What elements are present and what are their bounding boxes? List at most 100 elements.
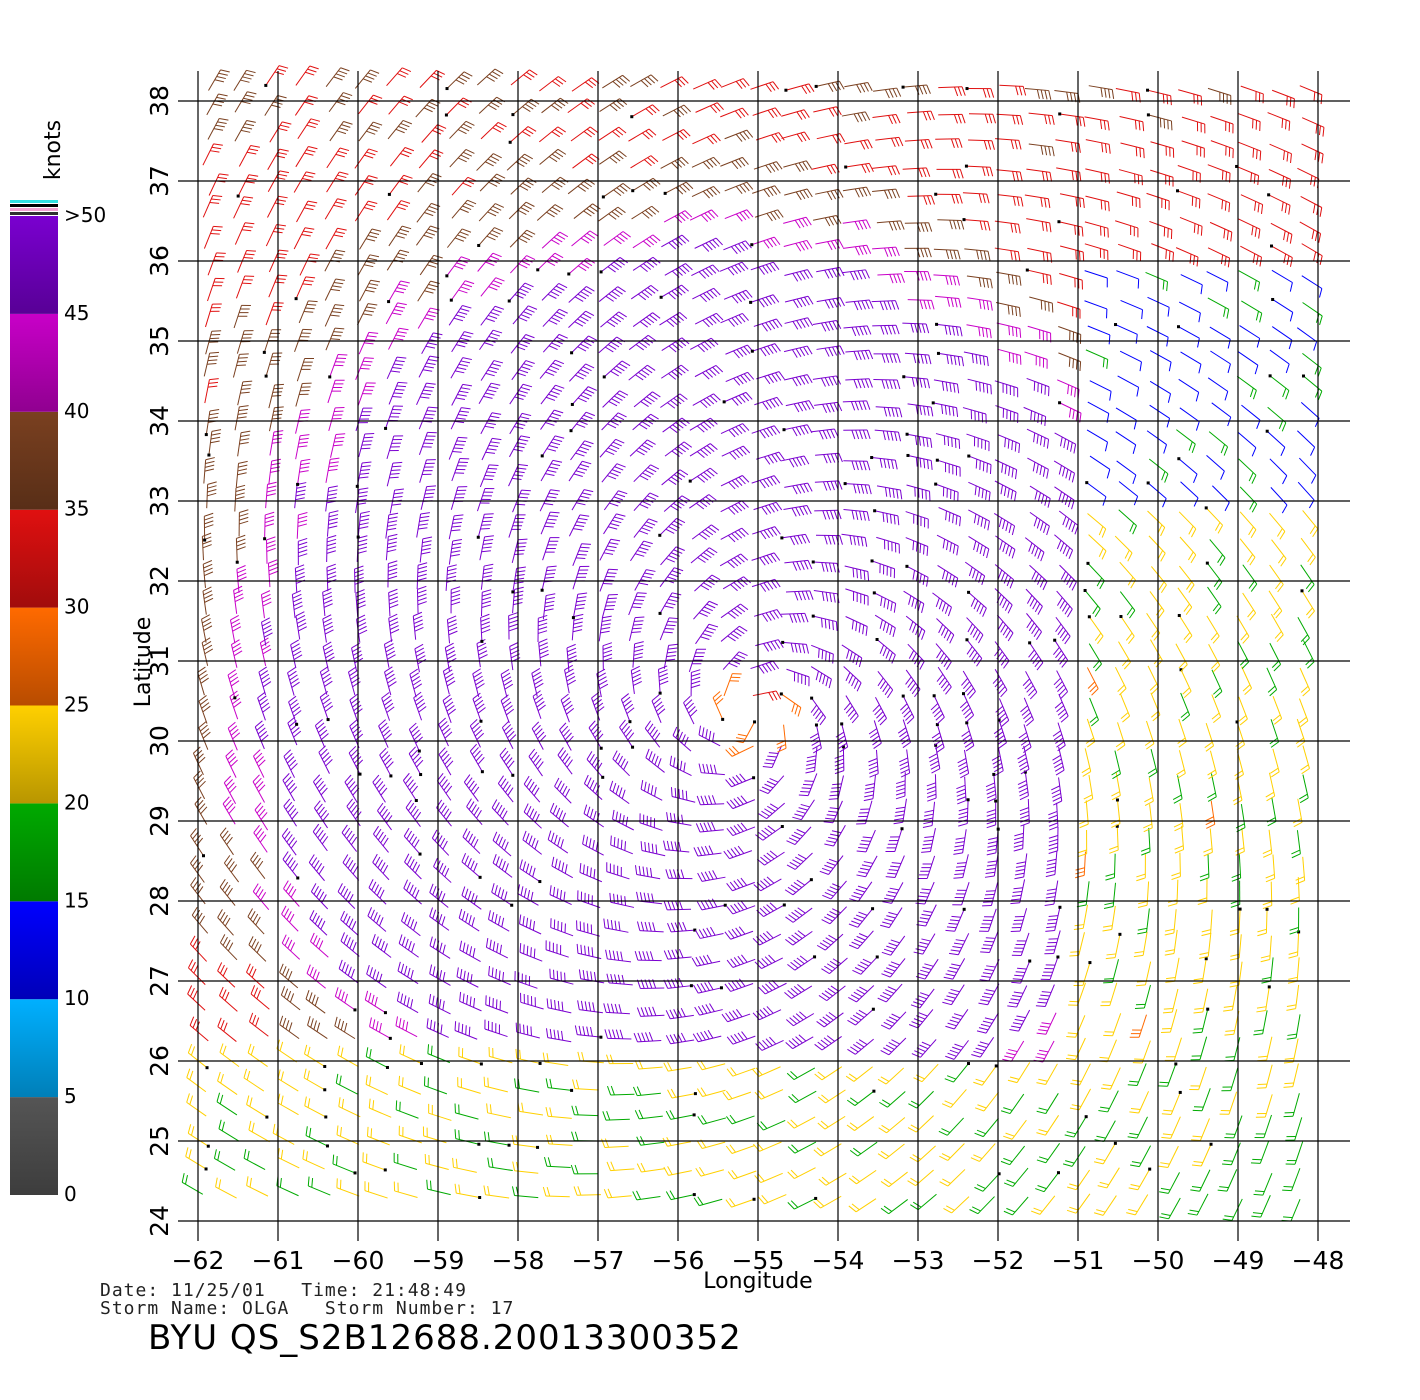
rain-flag-marker xyxy=(936,351,940,355)
wind-barb xyxy=(237,249,256,273)
wind-barb xyxy=(509,412,532,435)
rain-flag-marker xyxy=(235,560,239,564)
rain-flag-marker xyxy=(782,428,786,432)
wind-barb xyxy=(1290,877,1300,905)
wind-barb xyxy=(1025,588,1043,615)
y-tick-label: 38 xyxy=(145,85,174,117)
x-tick-label: −58 xyxy=(492,1246,545,1275)
wind-barb xyxy=(817,1089,846,1104)
wind-barb xyxy=(258,666,272,696)
wind-barb xyxy=(1301,275,1323,298)
wind-barb xyxy=(450,357,472,379)
wind-barb xyxy=(485,937,508,959)
wind-barb xyxy=(903,590,925,613)
wind-barb xyxy=(628,364,656,381)
rain-flag-marker xyxy=(962,218,966,222)
wind-barb xyxy=(856,800,873,825)
wind-barb xyxy=(1132,1040,1151,1064)
wind-barb xyxy=(1120,693,1131,723)
wind-barb xyxy=(1116,191,1141,208)
wind-barb xyxy=(1211,669,1223,699)
wind-barb xyxy=(457,1077,481,1094)
rain-flag-marker xyxy=(964,164,968,168)
wind-barb xyxy=(386,200,411,221)
wind-barb xyxy=(1235,803,1246,833)
wind-barb xyxy=(249,1012,269,1037)
wind-barb xyxy=(1087,401,1110,423)
wind-barb xyxy=(1105,853,1116,881)
rain-flag-marker xyxy=(1265,907,1269,911)
wind-barb xyxy=(845,378,873,389)
wind-barb xyxy=(1088,616,1104,645)
wind-barb xyxy=(549,885,572,906)
wind-barb xyxy=(1297,430,1316,456)
wind-barb xyxy=(279,963,299,989)
rain-flag-marker xyxy=(295,722,299,726)
wind-barb xyxy=(1118,169,1143,186)
wind-barb xyxy=(208,173,229,196)
rain-flag-marker xyxy=(1204,957,1208,961)
wind-barb xyxy=(342,854,360,881)
wind-barb xyxy=(450,407,471,430)
wind-barb xyxy=(254,720,269,750)
wind-barb xyxy=(1126,1194,1149,1216)
wind-barb xyxy=(810,428,839,440)
rain-flag-marker xyxy=(628,720,632,724)
rain-flag-marker xyxy=(1235,164,1239,168)
wind-barb xyxy=(719,261,749,276)
wind-barb xyxy=(1027,457,1049,479)
wind-barb xyxy=(233,69,256,91)
wind-barb xyxy=(877,1143,905,1160)
wind-barb xyxy=(501,720,517,750)
wind-barb xyxy=(966,165,994,177)
wind-barb xyxy=(598,615,612,642)
rain-flag-marker xyxy=(935,458,939,462)
rain-flag-marker xyxy=(328,375,332,379)
wind-barb xyxy=(568,460,592,482)
wind-barb xyxy=(539,148,567,165)
wind-barb xyxy=(186,1068,207,1093)
wind-barb xyxy=(1236,165,1260,186)
wind-barb xyxy=(442,694,456,724)
rain-flag-marker xyxy=(784,88,788,92)
wind-barb xyxy=(1150,169,1174,187)
wind-barb xyxy=(379,747,394,777)
wind-barb xyxy=(357,254,380,276)
wind-barb xyxy=(277,1093,299,1116)
wind-barb xyxy=(520,992,544,1010)
wind-barb xyxy=(528,748,544,777)
colorbar-title: knots xyxy=(41,120,66,180)
wind-barb xyxy=(312,823,329,852)
wind-barb xyxy=(519,943,543,962)
wind-barb xyxy=(926,774,937,802)
wind-barb xyxy=(325,327,345,351)
wind-barb xyxy=(238,145,260,167)
wind-barb xyxy=(598,206,626,222)
rain-flag-marker xyxy=(659,295,663,299)
wind-barb xyxy=(599,150,627,165)
wind-barb xyxy=(294,95,318,116)
rain-flag-marker xyxy=(388,1036,392,1040)
wind-barb xyxy=(202,194,223,218)
wind-barb xyxy=(235,460,248,488)
wind-barb xyxy=(523,803,542,829)
rain-flag-marker xyxy=(323,1064,327,1068)
rain-flag-marker xyxy=(414,799,418,803)
wind-barb xyxy=(303,1068,326,1091)
wind-barb xyxy=(938,113,966,124)
rain-flag-marker xyxy=(1088,961,1092,965)
wind-barb xyxy=(268,458,281,485)
rain-flag-marker xyxy=(997,1172,1001,1176)
wind-barb xyxy=(752,1006,782,1021)
wind-barb xyxy=(310,932,329,958)
wind-barb xyxy=(1077,829,1088,858)
wind-barb xyxy=(330,433,346,458)
wind-barb xyxy=(958,799,969,827)
wind-barb xyxy=(319,691,334,720)
wind-barb xyxy=(1287,957,1300,984)
wind-barb xyxy=(662,129,691,141)
wind-barb xyxy=(661,469,689,486)
wind-barb xyxy=(603,1188,632,1199)
wind-barb xyxy=(783,345,813,358)
rain-flag-marker xyxy=(1297,930,1301,934)
